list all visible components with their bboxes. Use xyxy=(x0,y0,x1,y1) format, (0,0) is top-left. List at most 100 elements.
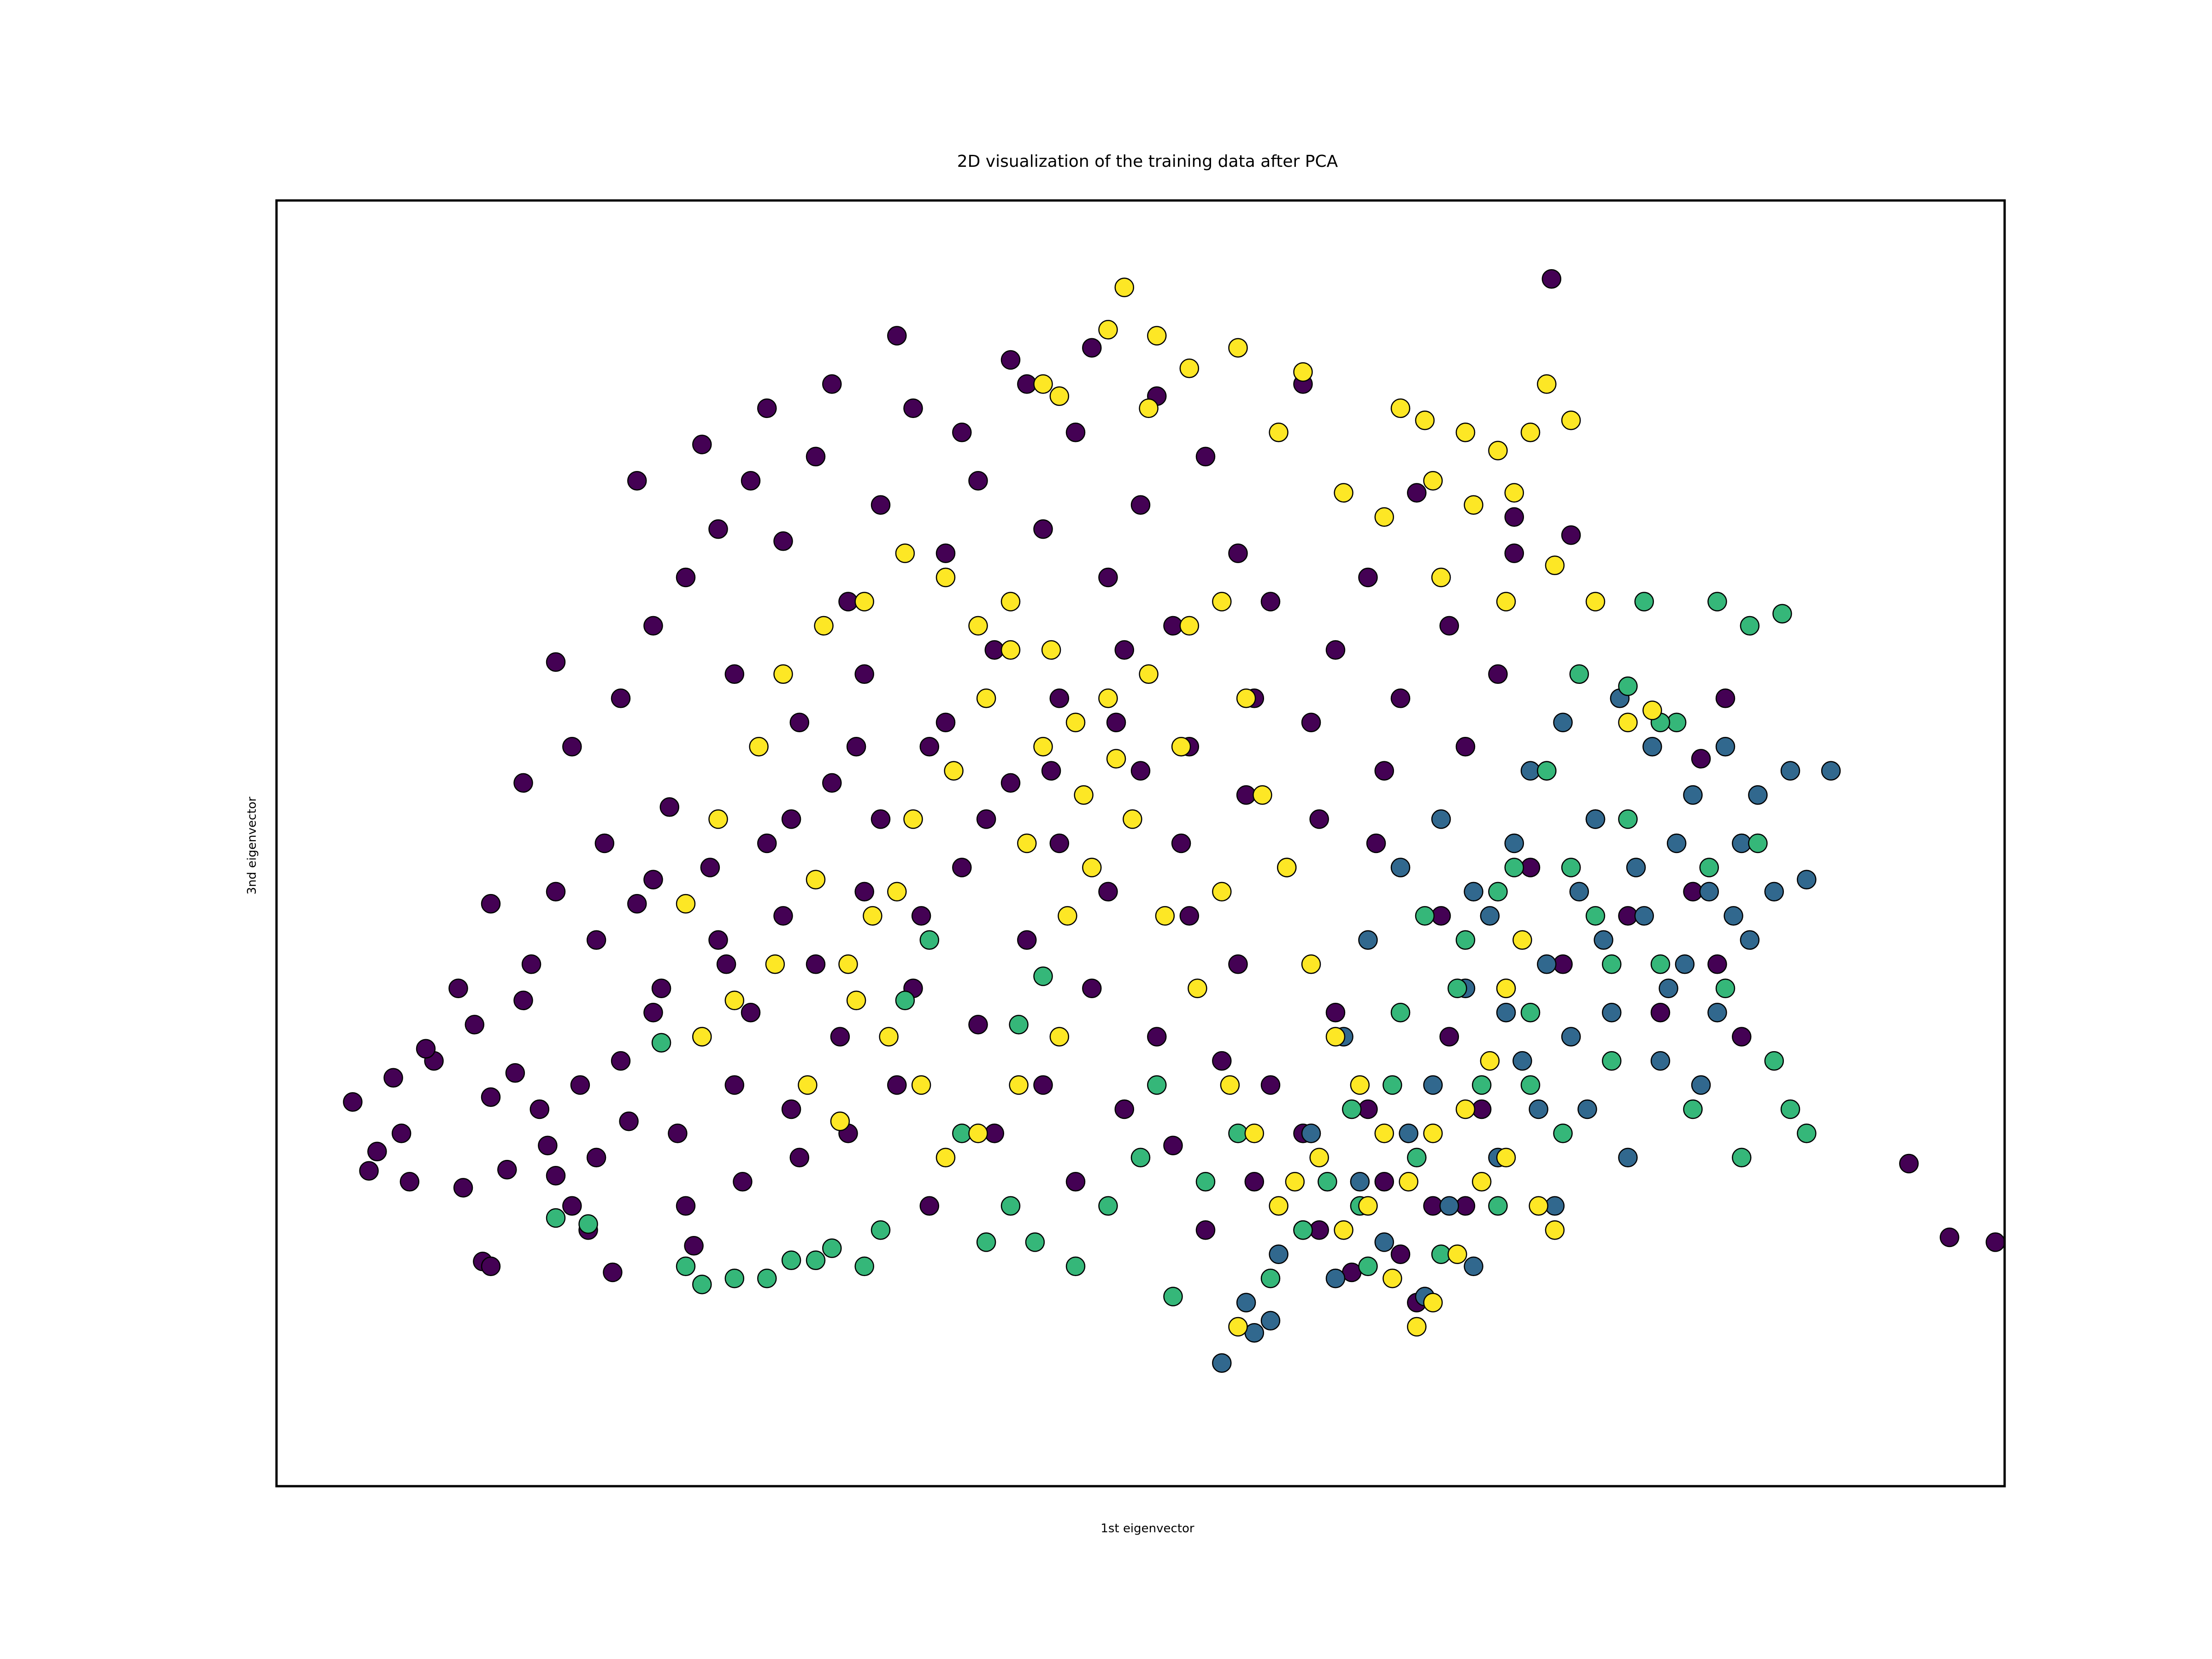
data-point xyxy=(1179,906,1200,926)
data-point xyxy=(1000,1196,1021,1216)
data-point xyxy=(1520,1075,1541,1095)
data-point xyxy=(1074,785,1094,805)
data-point xyxy=(1269,423,1288,442)
data-point xyxy=(1666,833,1687,853)
data-point xyxy=(1114,1099,1135,1119)
data-point xyxy=(708,809,728,829)
data-point xyxy=(1139,398,1159,418)
data-point xyxy=(724,1268,745,1288)
data-point xyxy=(798,1075,818,1095)
data-point xyxy=(1447,978,1467,998)
data-point xyxy=(1447,1244,1467,1264)
data-point xyxy=(1171,833,1191,853)
data-point xyxy=(773,664,793,684)
data-point xyxy=(1642,736,1662,757)
data-point xyxy=(708,519,728,539)
data-point xyxy=(773,531,793,551)
data-point xyxy=(1642,700,1662,720)
data-point xyxy=(1058,906,1077,926)
data-point xyxy=(1188,978,1207,998)
data-point xyxy=(716,954,736,974)
data-point xyxy=(513,773,533,793)
data-point xyxy=(448,978,468,998)
data-point xyxy=(1147,326,1167,346)
data-point xyxy=(1455,423,1476,442)
data-point xyxy=(546,652,566,672)
data-point xyxy=(1415,906,1435,926)
data-point xyxy=(1780,1099,1800,1119)
data-point xyxy=(1325,1268,1346,1288)
data-point xyxy=(1594,930,1613,950)
data-point xyxy=(1236,1293,1256,1312)
data-point xyxy=(586,1147,606,1168)
data-point xyxy=(1382,1268,1402,1288)
data-point xyxy=(1260,1311,1281,1331)
data-point xyxy=(1545,1196,1565,1216)
data-point xyxy=(643,870,663,889)
data-point xyxy=(1618,712,1638,732)
data-point xyxy=(1683,1099,1703,1119)
data-point xyxy=(1650,1051,1671,1071)
data-point xyxy=(1139,664,1159,684)
data-point xyxy=(619,1111,639,1131)
data-point xyxy=(1000,592,1021,612)
data-point xyxy=(1374,507,1394,527)
data-point xyxy=(863,906,882,926)
data-point xyxy=(1228,1124,1248,1143)
data-point xyxy=(1431,809,1451,829)
data-point xyxy=(1797,1124,1817,1143)
data-point xyxy=(1212,1051,1232,1071)
data-point xyxy=(668,1124,688,1143)
data-point xyxy=(1634,592,1654,612)
data-point xyxy=(513,990,533,1011)
data-point xyxy=(1041,761,1061,781)
data-point xyxy=(383,1068,403,1088)
data-point xyxy=(1065,712,1086,732)
data-point xyxy=(1561,858,1581,877)
data-point xyxy=(822,374,842,394)
data-point xyxy=(1423,471,1443,491)
data-point xyxy=(1780,761,1800,781)
data-point xyxy=(1683,785,1703,805)
data-point xyxy=(789,712,810,732)
data-point xyxy=(1065,1256,1086,1277)
data-point xyxy=(1537,761,1557,781)
data-point xyxy=(1707,1002,1727,1023)
data-point xyxy=(1293,1220,1313,1240)
data-point xyxy=(895,990,915,1011)
data-point xyxy=(854,664,874,684)
data-point xyxy=(1325,640,1346,660)
data-point xyxy=(1000,773,1021,793)
data-point xyxy=(1033,1075,1053,1095)
data-point xyxy=(1033,374,1053,394)
data-point xyxy=(1350,1172,1370,1192)
data-point xyxy=(871,495,891,515)
data-point xyxy=(1000,350,1021,370)
data-point xyxy=(1618,1147,1638,1168)
data-point xyxy=(1390,1244,1411,1264)
data-point xyxy=(1301,1124,1321,1143)
data-point xyxy=(1439,616,1459,636)
data-point xyxy=(1033,966,1053,986)
data-point xyxy=(603,1262,623,1282)
data-point xyxy=(854,1256,874,1277)
data-point xyxy=(659,797,680,817)
data-point xyxy=(1488,664,1508,684)
data-point xyxy=(903,809,923,829)
data-point xyxy=(1269,1244,1288,1264)
data-point xyxy=(1541,269,1562,289)
data-point xyxy=(1985,1232,2006,1252)
data-point xyxy=(1464,495,1483,515)
data-point xyxy=(1114,277,1135,297)
data-point xyxy=(935,543,956,563)
data-point xyxy=(1471,1172,1492,1192)
data-point xyxy=(1545,555,1565,576)
data-point xyxy=(1374,761,1394,781)
data-point xyxy=(1017,930,1037,950)
data-point xyxy=(1033,519,1053,539)
data-point xyxy=(1212,882,1232,902)
scatter-points xyxy=(343,269,2006,1373)
data-point xyxy=(1423,1293,1443,1312)
data-point xyxy=(1407,1317,1427,1337)
data-point xyxy=(692,1027,712,1047)
